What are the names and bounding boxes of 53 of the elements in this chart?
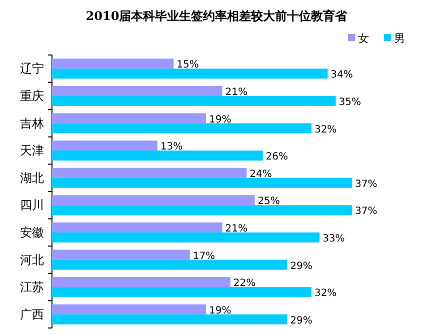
y-tick-label: 四川	[20, 198, 44, 212]
bar	[52, 123, 312, 134]
data-label: 15%	[176, 60, 199, 71]
data-label: 17%	[192, 250, 216, 262]
legend-label: 男	[394, 32, 405, 45]
data-label: 34%	[330, 70, 353, 81]
data-label: 13%	[160, 142, 183, 153]
y-tick-label: 江苏	[20, 280, 44, 294]
y-tick-label: 重庆	[20, 88, 44, 103]
bar	[52, 250, 190, 260]
legend-label: 女	[358, 32, 369, 45]
bar	[52, 150, 263, 161]
y-tick-label: 安徽	[20, 225, 44, 240]
y-tick-label: 吉林	[20, 116, 44, 130]
bar	[52, 58, 174, 69]
bar	[52, 96, 336, 106]
y-tick-label: 辽宁	[20, 62, 44, 76]
bar	[52, 222, 222, 232]
chart-title: 2010届本科毕业生签约率相差较大前十位教育省	[86, 9, 348, 23]
bar	[52, 140, 158, 151]
y-tick-label: 河北	[20, 252, 44, 267]
data-label: 35%	[338, 96, 362, 108]
data-label: 19%	[209, 114, 232, 126]
data-label: 32%	[314, 288, 337, 300]
bar	[52, 277, 230, 288]
data-label: 21%	[225, 223, 248, 234]
data-label: 32%	[314, 124, 337, 136]
y-tick-label: 湖北	[20, 170, 44, 185]
bar	[52, 260, 288, 270]
bar	[52, 287, 312, 298]
bar	[52, 178, 352, 188]
data-label: 37%	[355, 178, 378, 190]
bar	[52, 304, 206, 314]
data-label: 29%	[290, 315, 312, 326]
bar	[52, 232, 320, 242]
bar	[52, 205, 352, 216]
bar	[52, 113, 206, 124]
data-label: 33%	[322, 233, 345, 244]
data-label: 29%	[290, 260, 312, 272]
bar	[52, 68, 328, 79]
data-label: 19%	[209, 305, 232, 316]
y-tick-label: 天津	[20, 144, 44, 158]
data-label: 24%	[250, 168, 272, 180]
data-label: 21%	[225, 86, 248, 98]
bar	[52, 168, 247, 178]
data-label: 26%	[266, 152, 288, 163]
data-label: 25%	[258, 196, 280, 208]
y-tick-label: 广西	[20, 307, 44, 322]
bar	[52, 195, 255, 206]
bar	[52, 314, 288, 324]
data-label: 37%	[355, 206, 378, 218]
bar	[52, 86, 222, 96]
data-label: 22%	[233, 278, 256, 290]
